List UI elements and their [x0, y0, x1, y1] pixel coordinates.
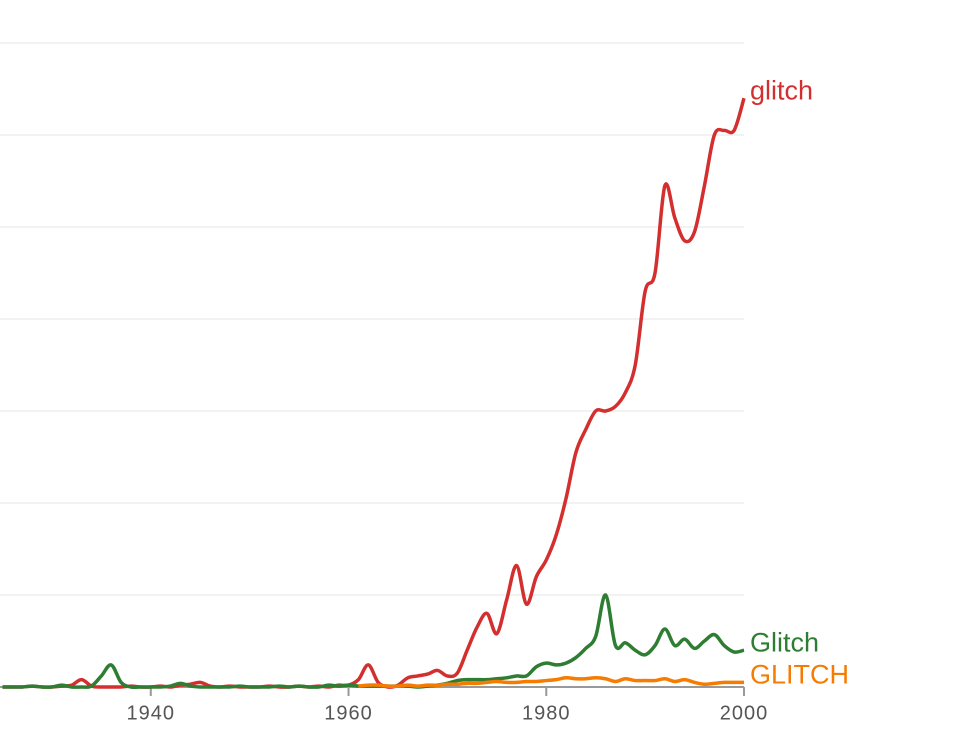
- series-line: [2, 97, 746, 689]
- series-label: glitch: [750, 75, 813, 105]
- series-line: [358, 676, 744, 688]
- x-tick-label: 1960: [324, 702, 373, 724]
- series-label: Glitch: [750, 627, 819, 657]
- x-tick-label: 2000: [720, 702, 769, 724]
- series-label: GLITCH: [750, 660, 849, 690]
- x-tick-label: 1940: [127, 702, 176, 724]
- x-tick-label: 1980: [522, 702, 571, 724]
